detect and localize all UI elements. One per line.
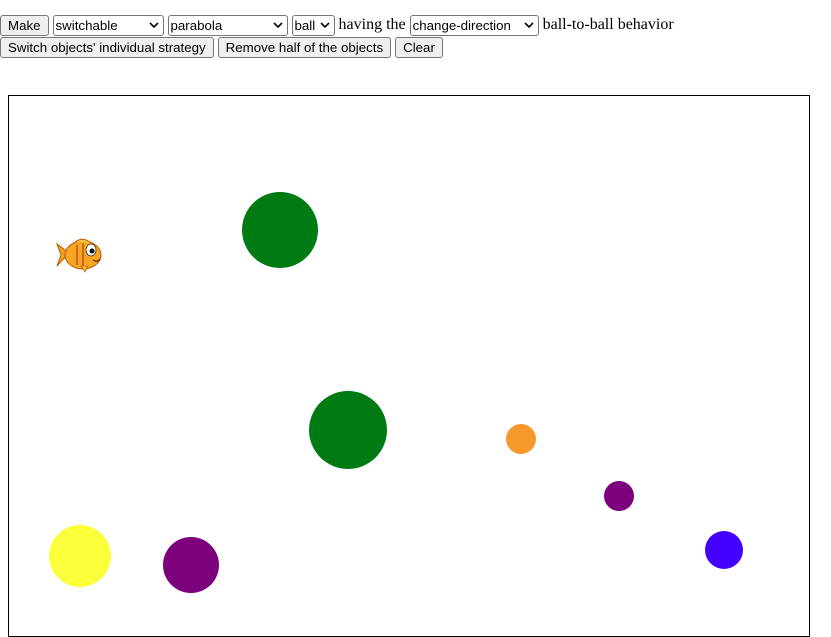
behavior-select-wrapper[interactable]: change-direction	[409, 14, 539, 36]
toolbar-row-1: Make switchable parabola ball having the…	[0, 14, 678, 36]
strategy-select[interactable]: parabola	[167, 14, 288, 36]
type-select-wrapper[interactable]: switchable	[52, 14, 164, 36]
toolbar-row-2: Switch objects' individual strategy Remo…	[0, 36, 678, 58]
remove-half-button[interactable]: Remove half of the objects	[217, 36, 392, 58]
switch-strategy-button[interactable]: Switch objects' individual strategy	[0, 36, 214, 58]
ball-orange	[506, 424, 536, 454]
ball-blue	[705, 531, 743, 569]
ball-purple-medium	[163, 537, 219, 593]
clear-button[interactable]: Clear	[395, 36, 443, 58]
ball-green-large	[242, 192, 318, 268]
toolbar: Make switchable parabola ball having the…	[0, 14, 678, 58]
ball-yellow	[49, 525, 111, 587]
ball-purple-small	[604, 481, 634, 511]
ball-green-large-2	[309, 391, 387, 469]
behavior-suffix-text: ball-to-ball behavior	[542, 16, 674, 33]
having-text: having the	[338, 16, 406, 33]
type-select[interactable]: switchable	[52, 14, 164, 36]
behavior-select[interactable]: change-direction	[409, 14, 539, 36]
strategy-select-wrapper[interactable]: parabola	[167, 14, 288, 36]
shape-select-wrapper[interactable]: ball	[291, 14, 335, 36]
fish-icon	[55, 238, 102, 273]
shape-select[interactable]: ball	[291, 14, 335, 36]
make-button[interactable]: Make	[0, 14, 49, 36]
simulation-canvas[interactable]	[8, 95, 810, 637]
